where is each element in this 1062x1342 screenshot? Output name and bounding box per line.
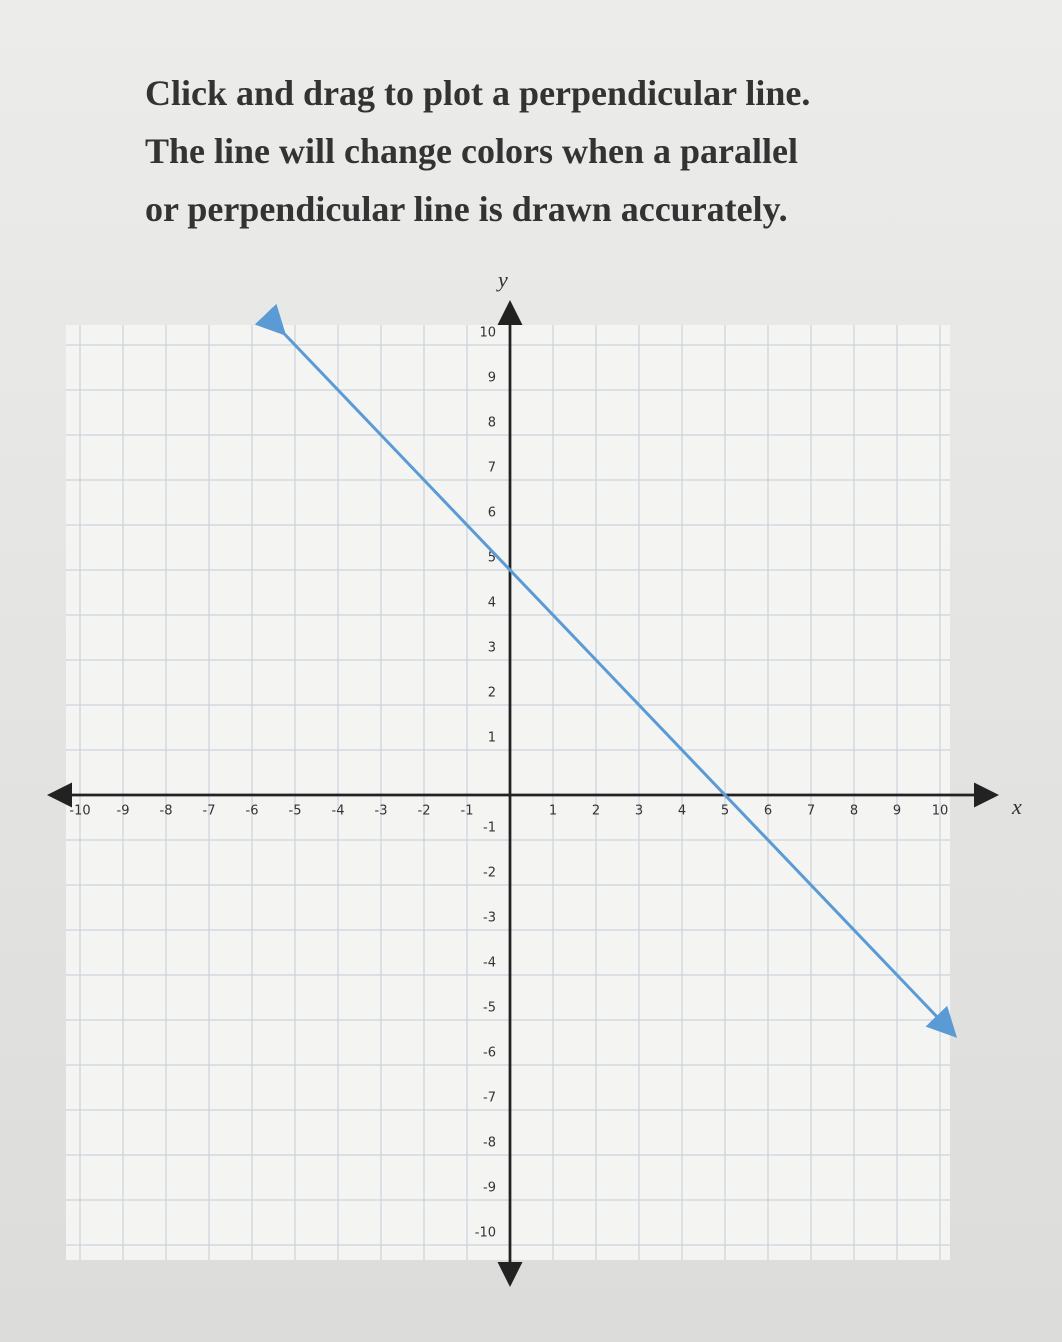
x-tick-label: -4 (332, 804, 345, 819)
x-tick-label: 7 (807, 804, 815, 819)
y-tick-label: -9 (483, 1181, 496, 1196)
x-tick-label: -2 (418, 804, 431, 819)
instruction: The line will change colors when a paral… (145, 131, 798, 171)
y-axis-label: y (496, 267, 508, 292)
x-tick-label: -7 (203, 804, 216, 819)
y-tick-label: 4 (488, 596, 496, 611)
x-tick-label: -10 (69, 804, 90, 819)
y-tick-label: -8 (483, 1136, 496, 1151)
y-tick-label: 6 (488, 506, 496, 521)
x-tick-label: 5 (721, 804, 729, 819)
x-tick-label: 2 (592, 804, 600, 819)
x-axis-label: x (1011, 794, 1022, 819)
y-tick-label: 3 (488, 641, 496, 656)
x-tick-label: 9 (893, 804, 901, 819)
instruction: Click and drag to plot a perpendicular l… (145, 73, 811, 113)
x-tick-label: 1 (549, 804, 557, 819)
x-tick-label: -5 (289, 804, 302, 819)
y-tick-label: 8 (488, 416, 496, 431)
y-tick-label: -4 (483, 956, 496, 971)
x-tick-label: -9 (117, 804, 130, 819)
x-tick-label: -3 (375, 804, 388, 819)
y-tick-label: 7 (488, 461, 496, 476)
x-tick-label: 4 (678, 804, 686, 819)
y-tick-label: -3 (483, 911, 496, 926)
y-tick-label: 9 (488, 371, 496, 386)
y-tick-label: -10 (475, 1226, 496, 1241)
x-tick-label: 3 (635, 804, 643, 819)
y-tick-label: -1 (483, 821, 496, 836)
instruction: or perpendicular line is drawn accuratel… (145, 189, 788, 229)
x-tick-label: -8 (160, 804, 173, 819)
plotted-line (254, 303, 958, 1038)
y-tick-label: -6 (483, 1046, 496, 1061)
y-tick-label: -2 (483, 866, 496, 881)
y-tick-label: 1 (488, 731, 496, 746)
x-tick-label: 10 (932, 804, 949, 819)
y-tick-label: 2 (488, 686, 496, 701)
plot-area (66, 325, 950, 1260)
y-tick-label: -5 (483, 1001, 496, 1016)
x-tick-label: 6 (764, 804, 772, 819)
x-tick-label: -1 (461, 804, 474, 819)
y-tick-label: 10 (479, 326, 496, 341)
x-tick-label: 8 (850, 804, 858, 819)
x-tick-label: -6 (246, 804, 259, 819)
y-tick-label: -7 (483, 1091, 496, 1106)
